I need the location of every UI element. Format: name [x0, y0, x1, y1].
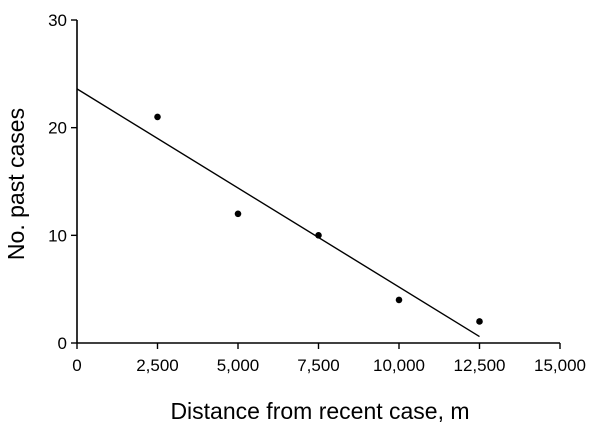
x-tick-label: 15,000: [534, 356, 586, 375]
trend-line: [76, 88, 480, 338]
x-tick-label: 12,500: [454, 356, 506, 375]
y-tick-label: 20: [48, 119, 67, 138]
x-axis-title: Distance from recent case, m: [170, 398, 469, 424]
data-points: [154, 113, 483, 325]
x-tick-label: 2,500: [136, 356, 179, 375]
x-ticks: 0 2,500 5,000 7,500 10,000 12,500 15,000: [72, 343, 586, 375]
x-tick-label: 7,500: [297, 356, 340, 375]
axes: [76, 20, 560, 344]
data-point: [315, 232, 322, 239]
data-point: [154, 113, 161, 121]
data-point: [234, 210, 242, 218]
x-tick-label: 10,000: [373, 356, 425, 375]
data-point: [395, 296, 403, 304]
y-axis-title: No. past cases: [3, 108, 29, 260]
x-tick-label: 0: [72, 356, 81, 375]
data-point: [476, 318, 483, 325]
y-tick-label: 0: [58, 334, 67, 353]
y-tick-label: 30: [48, 11, 67, 30]
y-tick-label: 10: [48, 226, 67, 245]
y-ticks: 0 10 20 30: [48, 11, 77, 353]
x-tick-label: 5,000: [217, 356, 260, 375]
trend-line-group: [76, 88, 480, 338]
